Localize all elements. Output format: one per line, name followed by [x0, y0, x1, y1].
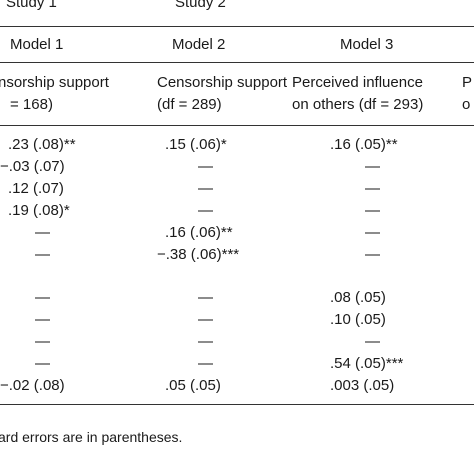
table-cell: −.03 (.07) — [0, 158, 65, 175]
table-cell: — — [35, 289, 50, 306]
table-cell: — — [365, 333, 380, 350]
table-cell: — — [35, 355, 50, 372]
study-header: Study 2 — [175, 0, 226, 11]
table-cell: — — [198, 202, 213, 219]
table-cell: −.38 (.06)*** — [157, 246, 240, 263]
table-cell: — — [198, 180, 213, 197]
table-cell: — — [198, 333, 213, 350]
table-cell: — — [365, 158, 380, 175]
table-cell: .16 (.06)** — [165, 224, 233, 241]
table-cell: .19 (.08)* — [8, 202, 70, 219]
table-cell: — — [198, 311, 213, 328]
table-cell: .54 (.05)*** — [330, 355, 404, 372]
column-label: Censorship support — [157, 74, 288, 91]
table-cell: — — [35, 224, 50, 241]
model-header: Model 1 — [10, 36, 64, 53]
rule — [0, 26, 474, 27]
table-cell: .05 (.05) — [165, 377, 221, 394]
study-header: Study 1 — [6, 0, 57, 11]
rule — [0, 125, 474, 126]
column-label: Perceived influence — [292, 74, 423, 91]
table-cell: — — [198, 158, 213, 175]
table-cell: .10 (.05) — [330, 311, 386, 328]
table-cell: .15 (.06)* — [165, 136, 227, 153]
column-label: on others (df = 293) — [292, 96, 424, 113]
rule — [0, 62, 474, 63]
table-cell: — — [198, 355, 213, 372]
column-label: o — [462, 96, 471, 113]
table-cell: — — [35, 311, 50, 328]
table-cell: — — [365, 246, 380, 263]
column-label: nsorship support — [0, 74, 109, 91]
model-header: Model 3 — [340, 36, 394, 53]
table-cell: .003 (.05) — [330, 377, 395, 394]
table-cell: — — [35, 246, 50, 263]
footnote: ard errors are in parentheses. — [0, 429, 183, 445]
table-cell: — — [365, 180, 380, 197]
table-cell: .16 (.05)** — [330, 136, 398, 153]
column-label: = 168) — [10, 96, 53, 113]
table-cell: .08 (.05) — [330, 289, 386, 306]
table-cell: — — [35, 333, 50, 350]
column-label: P — [462, 74, 473, 91]
table-cell: .12 (.07) — [8, 180, 64, 197]
table-cell: — — [365, 202, 380, 219]
table-cell: — — [365, 224, 380, 241]
table-cell: −.02 (.08) — [0, 377, 65, 394]
table-cell: .23 (.08)** — [8, 136, 76, 153]
column-label: (df = 289) — [157, 96, 222, 113]
model-header: Model 2 — [172, 36, 226, 53]
table-cell: — — [198, 289, 213, 306]
rule — [0, 404, 474, 405]
